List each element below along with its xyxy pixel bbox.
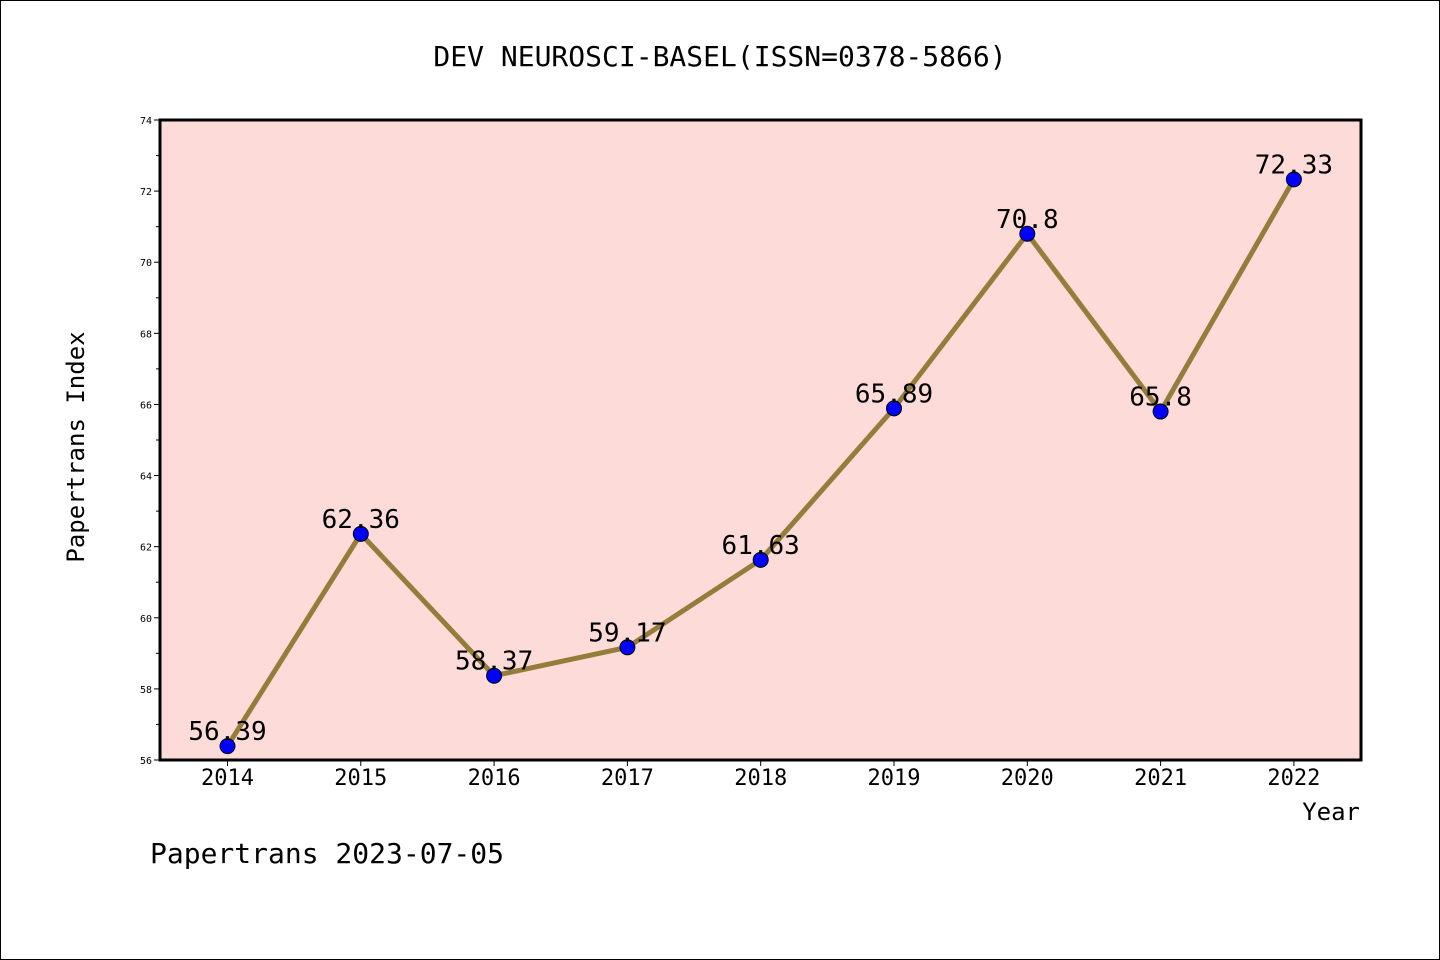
x-tick-label: 2016	[468, 766, 521, 791]
data-label: 72.33	[1255, 150, 1333, 180]
data-point	[619, 639, 636, 656]
x-tick-label: 2014	[201, 766, 254, 791]
data-label: 59.17	[588, 618, 666, 648]
x-tick-label: 2015	[334, 766, 387, 791]
data-point	[1019, 225, 1036, 242]
data-point	[486, 667, 503, 684]
y-tick-label: 66	[140, 400, 152, 411]
data-label: 70.8	[996, 205, 1059, 235]
data-point	[219, 738, 236, 755]
footer-text: Papertrans 2023-07-05	[150, 837, 504, 870]
y-tick-label: 58	[140, 685, 152, 696]
y-tick-label: 68	[140, 329, 152, 340]
data-point	[1285, 171, 1302, 188]
data-label: 62.36	[322, 505, 400, 535]
data-point	[352, 525, 369, 542]
x-axis-label: Year	[1302, 798, 1360, 826]
y-tick-label: 56	[140, 756, 152, 767]
x-axis: 2014 2015 2016 2017 2018 2019 2020 2021 2022	[201, 760, 1320, 791]
data-label: 58.37	[455, 647, 533, 677]
x-tick-label: 2019	[868, 766, 921, 791]
y-tick-label: 74	[140, 116, 152, 127]
y-axis: 56 58 60 62 64 66 68 70 72 74	[140, 116, 160, 767]
data-labels: 56.39 62.36 58.37 59.17 61.63 65.89 70.8 65.8 72…	[188, 150, 1333, 747]
series-group	[219, 171, 1302, 755]
data-label: 65.89	[855, 379, 933, 409]
x-tick-label: 2022	[1267, 766, 1320, 791]
y-tick-label: 64	[140, 472, 152, 483]
y-tick-label: 70	[140, 258, 152, 269]
x-tick-label: 2017	[601, 766, 654, 791]
data-label: 56.39	[188, 717, 266, 747]
x-tick-label: 2018	[734, 766, 787, 791]
x-tick-label: 2020	[1001, 766, 1054, 791]
y-axis-label: Papertrans Index	[62, 331, 90, 562]
chart-title: DEV NEUROSCI-BASEL(ISSN=0378-5866)	[433, 40, 1006, 73]
plot-area	[160, 120, 1361, 760]
data-label: 61.63	[722, 531, 800, 561]
y-tick-label: 62	[140, 543, 152, 554]
y-tick-label: 60	[140, 614, 152, 625]
plot-border	[158, 118, 1363, 762]
data-label: 65.8	[1129, 383, 1192, 413]
data-point	[886, 400, 902, 417]
x-tick-label: 2021	[1134, 766, 1187, 791]
data-point	[1152, 403, 1169, 420]
data-point	[752, 551, 769, 568]
y-tick-label: 72	[140, 187, 152, 198]
